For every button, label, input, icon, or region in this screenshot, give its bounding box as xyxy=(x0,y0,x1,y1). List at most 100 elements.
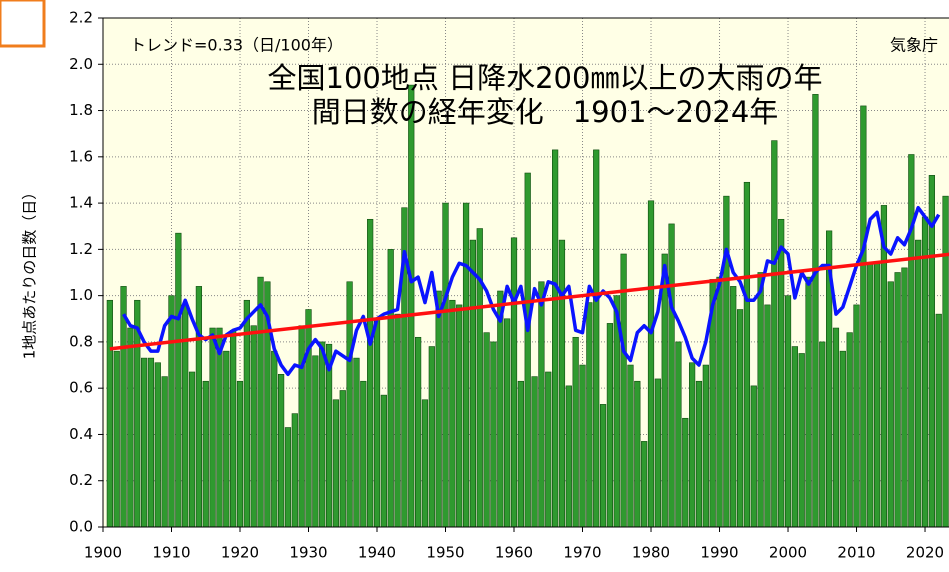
y-tick-label: 1.4 xyxy=(69,194,93,212)
bar xyxy=(195,286,203,528)
bar xyxy=(723,195,730,528)
bar xyxy=(298,325,305,528)
bar xyxy=(606,323,614,528)
bar xyxy=(572,336,579,528)
bar xyxy=(641,441,648,528)
bar xyxy=(524,172,531,528)
bar xyxy=(360,380,367,528)
bar xyxy=(435,290,442,528)
bar xyxy=(319,341,326,528)
bar xyxy=(188,371,196,528)
x-tick-label: 2020 xyxy=(906,544,944,562)
bar xyxy=(106,299,113,528)
bar xyxy=(236,380,244,528)
bar xyxy=(408,84,415,528)
line xyxy=(122,205,941,377)
bar xyxy=(880,205,888,528)
bar xyxy=(647,200,655,528)
bar xyxy=(346,281,353,528)
bar xyxy=(462,202,470,528)
bar xyxy=(791,346,798,528)
bar xyxy=(428,346,435,528)
bar xyxy=(764,304,771,528)
marks xyxy=(106,84,949,528)
bar xyxy=(593,149,600,528)
bar xyxy=(661,253,668,528)
bar xyxy=(901,267,908,528)
bar xyxy=(510,237,518,528)
bar xyxy=(743,181,751,528)
bar xyxy=(682,417,689,528)
bar xyxy=(887,281,894,528)
bar xyxy=(873,262,881,528)
y-axis-label: 1地点あたりの日数（日） xyxy=(21,185,39,360)
bar xyxy=(216,327,223,528)
bar xyxy=(668,223,675,528)
bar xyxy=(757,272,764,528)
y-tick-label: 1.2 xyxy=(69,240,93,258)
y-tick-label: 0.8 xyxy=(69,332,93,350)
bar xyxy=(730,286,737,528)
bar xyxy=(839,350,846,528)
y-tick-label: 0.6 xyxy=(69,379,93,397)
bar xyxy=(271,350,278,528)
bar xyxy=(517,380,524,528)
x-tick-label: 1960 xyxy=(495,544,533,562)
bar xyxy=(415,336,422,528)
bar xyxy=(860,105,867,528)
bar xyxy=(565,385,572,528)
bar xyxy=(935,313,942,528)
bar xyxy=(490,341,497,528)
x-tick-label: 1940 xyxy=(358,544,396,562)
labels: 0.0 0.2 0.4 0.6 0.8 1.0 1.2 1.4 1.6 1.8 2.0 2.2 1900… xyxy=(69,9,944,562)
bar xyxy=(421,399,429,528)
bar xyxy=(127,327,134,528)
bar xyxy=(558,239,566,528)
bar xyxy=(921,216,929,528)
x-tick-label: 1980 xyxy=(632,544,670,562)
bar xyxy=(867,262,874,528)
bar xyxy=(695,380,703,528)
bar xyxy=(284,427,292,528)
bar xyxy=(819,341,826,528)
bar xyxy=(689,362,696,528)
bar xyxy=(257,276,264,528)
bar xyxy=(277,373,285,528)
bar xyxy=(620,253,627,528)
x-tick-label: 1930 xyxy=(289,544,327,562)
bar xyxy=(442,202,449,528)
bar xyxy=(339,390,346,528)
bar xyxy=(291,413,298,528)
bar xyxy=(147,357,155,528)
bar xyxy=(928,175,935,528)
trend-annotation: トレンド=0.33（日/100年） xyxy=(130,36,343,55)
bar xyxy=(634,380,641,528)
bar xyxy=(798,353,805,528)
y-tick-label: 2.2 xyxy=(69,9,93,27)
bar xyxy=(832,327,840,528)
bar xyxy=(942,195,949,528)
bar xyxy=(449,299,456,528)
bar xyxy=(469,239,477,528)
line xyxy=(109,252,949,351)
x-tick-label: 1950 xyxy=(426,544,464,562)
x-tick-label: 1910 xyxy=(152,544,190,562)
bar xyxy=(168,295,175,528)
y-tick-label: 2.0 xyxy=(69,55,93,73)
bar xyxy=(771,140,778,528)
bar xyxy=(250,325,257,528)
bar xyxy=(579,364,586,528)
bar xyxy=(367,218,374,528)
bar xyxy=(113,350,120,528)
x-tick-label: 1990 xyxy=(700,544,738,562)
bar xyxy=(675,341,682,528)
bar xyxy=(182,304,189,528)
x-tick-label: 2000 xyxy=(769,544,807,562)
bar xyxy=(161,376,168,528)
x-tick-label: 1900 xyxy=(84,544,122,562)
chart-subtitle: 間日数の経年変化 1901〜2024年 xyxy=(312,95,779,129)
x-tick-label: 1970 xyxy=(563,544,601,562)
bar xyxy=(312,355,319,528)
